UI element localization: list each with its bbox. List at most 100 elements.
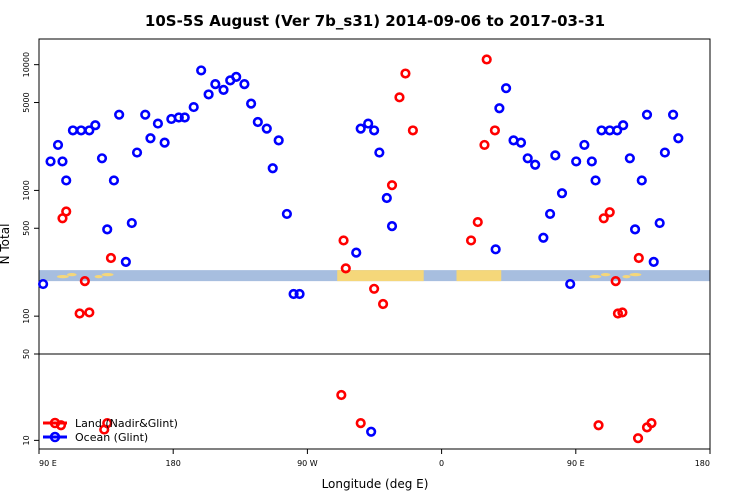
- ocean-point: [102, 224, 113, 235]
- chart-title: 10S-5S August (Ver 7b_s31) 2014-09-06 to…: [145, 12, 605, 30]
- ocean-point: [96, 153, 108, 164]
- x-tick-label: 0: [439, 459, 444, 468]
- ocean-point: [57, 156, 68, 167]
- ocean-point: [586, 156, 597, 167]
- ocean-point: [145, 133, 156, 144]
- ocean-point: [363, 118, 374, 129]
- land-point: [84, 307, 95, 318]
- y-tick-upper-label: 10000: [22, 52, 31, 77]
- ocean-point: [239, 79, 250, 90]
- plot-frame: [38, 38, 711, 450]
- land-point: [105, 252, 117, 264]
- ocean-point: [173, 112, 184, 123]
- ocean-point: [556, 188, 568, 199]
- ocean-point: [369, 125, 380, 136]
- y-tick-upper-label: 100: [22, 309, 31, 324]
- ocean-point: [538, 232, 549, 243]
- ocean-point: [612, 125, 623, 136]
- ocean-point: [67, 125, 79, 136]
- ocean-point: [218, 84, 229, 95]
- ocean-point: [131, 147, 143, 158]
- ocean-point: [374, 147, 385, 158]
- land-point: [610, 275, 621, 287]
- ocean-point: [246, 98, 257, 109]
- legend-ocean-label: Ocean (Glint): [75, 431, 148, 444]
- strip-land-1: [456, 270, 502, 282]
- land-point: [481, 54, 492, 65]
- ocean-point: [667, 109, 679, 120]
- land-point-lower: [355, 417, 366, 429]
- ocean-point: [636, 175, 647, 186]
- legend-ocean-marker: [49, 431, 61, 443]
- land-point: [465, 235, 477, 246]
- land-point: [400, 68, 411, 79]
- ocean-point: [273, 135, 284, 146]
- ocean-point: [252, 116, 263, 128]
- ocean-point: [659, 147, 670, 158]
- land-point-lower: [336, 389, 347, 401]
- ocean-point: [196, 65, 207, 76]
- land-point: [612, 308, 624, 319]
- land-point: [338, 235, 349, 246]
- ocean-point: [648, 256, 659, 268]
- land-point-lower: [632, 433, 644, 444]
- ocean-point: [624, 153, 635, 164]
- ocean-point: [38, 278, 49, 290]
- strip-island: [589, 275, 602, 279]
- land-point: [407, 125, 418, 136]
- x-axis: 90 E 180 90 W 0 90 E 180: [38, 449, 711, 468]
- y-tick-separator-label: 50: [22, 349, 31, 359]
- ocean-point: [550, 150, 561, 161]
- ocean-point: [152, 118, 164, 129]
- strip-island: [67, 273, 77, 277]
- ocean-point: [126, 217, 137, 229]
- ocean-point: [654, 217, 665, 229]
- ocean-point: [500, 83, 512, 94]
- ocean-point: [90, 120, 101, 131]
- ocean-point: [355, 123, 366, 134]
- x-tick-label: 90 E: [567, 459, 585, 468]
- x-axis-label: Longitude (deg E): [322, 477, 429, 491]
- land-point: [386, 180, 398, 191]
- strip-island: [600, 273, 611, 277]
- land-point: [394, 92, 405, 103]
- ocean-point: [386, 221, 398, 232]
- land-point-lower: [646, 417, 657, 429]
- land-point: [369, 283, 380, 294]
- ocean-point: [673, 133, 684, 144]
- map-strip: [39, 270, 710, 282]
- ocean-point: [522, 153, 533, 164]
- strip-island: [622, 275, 631, 279]
- x-tick-label: 90 E: [39, 459, 57, 468]
- land-point-lower: [102, 417, 113, 429]
- land-point: [340, 263, 351, 274]
- data-points: [38, 54, 684, 444]
- land-point: [617, 307, 628, 318]
- land-point: [74, 308, 85, 319]
- land-point: [633, 252, 644, 264]
- legend-land-marker: [49, 417, 61, 429]
- strip-land-0: [337, 270, 424, 282]
- ocean-point: [288, 288, 299, 300]
- land-point: [489, 125, 501, 136]
- ocean-point: [210, 79, 221, 90]
- ocean-point: [530, 159, 541, 170]
- ocean-point: [590, 175, 601, 186]
- ocean-point: [579, 139, 590, 151]
- ocean-point: [571, 156, 582, 167]
- y-axis: 100 500 1000 5000 10000 50 10: [22, 52, 39, 445]
- strip-island: [101, 273, 114, 277]
- land-point: [472, 216, 483, 228]
- legend: Land (Nadir&Glint) Ocean (Glint): [43, 417, 178, 444]
- x-tick-label: 90 W: [297, 459, 318, 468]
- strip-island: [56, 275, 69, 279]
- ocean-point: [76, 125, 87, 136]
- ocean-point: [179, 112, 190, 123]
- land-point: [61, 206, 72, 217]
- ocean-point: [381, 192, 392, 204]
- ocean-point: [120, 256, 131, 268]
- land-point: [598, 213, 609, 224]
- y-axis-label: N Total: [0, 224, 12, 265]
- y-tick-upper-label: 500: [22, 221, 31, 236]
